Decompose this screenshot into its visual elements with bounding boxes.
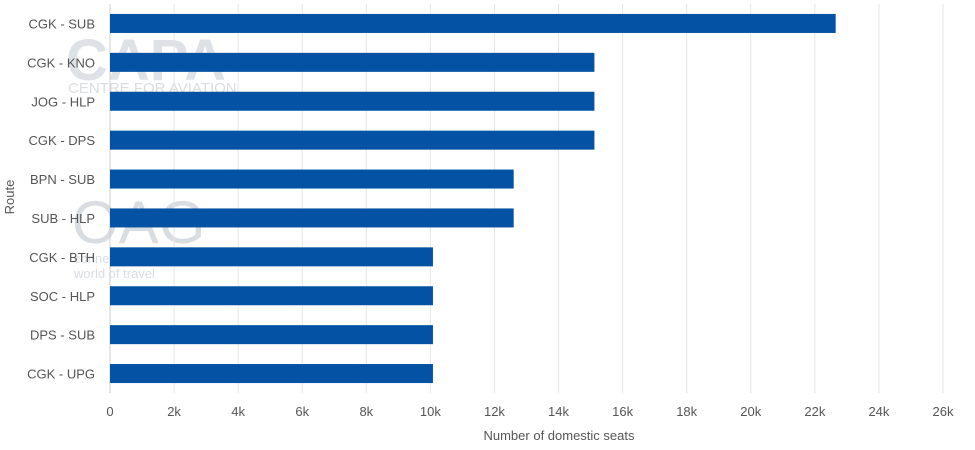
x-tick-label: 18k <box>676 404 697 419</box>
bar[interactable] <box>110 91 595 111</box>
x-tick-label: 16k <box>612 404 633 419</box>
x-axis: 0 2k 4k 6k 8k 10k 12k 14k 16k 18k 20k 22k 24k 26k <box>106 404 954 419</box>
bar[interactable] <box>110 286 433 306</box>
x-tick-label: 6k <box>295 404 309 419</box>
y-tick-label: SUB - HLP <box>31 211 95 226</box>
watermark-tagline-oag-b: world of travel <box>73 266 155 281</box>
y-tick-label: CGK - KNO <box>27 55 95 70</box>
bar[interactable] <box>110 247 433 267</box>
y-tick-label: JOG - HLP <box>31 94 95 109</box>
y-axis: CGK - SUB CGK - KNO JOG - HLP CGK - DPS BPN … <box>27 16 95 381</box>
x-tick-label: 2k <box>167 404 181 419</box>
x-tick-label: 20k <box>740 404 761 419</box>
y-tick-label: BPN - SUB <box>30 172 95 187</box>
bar[interactable] <box>110 169 514 189</box>
x-tick-label: 8k <box>359 404 373 419</box>
x-tick-label: 4k <box>231 404 245 419</box>
bar[interactable] <box>110 130 595 150</box>
y-tick-label: CGK - BTH <box>29 250 95 265</box>
x-tick-label: 14k <box>548 404 569 419</box>
x-tick-label: 26k <box>933 404 954 419</box>
bar[interactable] <box>110 325 433 345</box>
y-tick-label: CGK - UPG <box>27 367 95 382</box>
bar[interactable] <box>110 364 433 384</box>
x-axis-title: Number of domestic seats <box>483 428 635 443</box>
y-tick-label: CGK - DPS <box>29 133 96 148</box>
bar[interactable] <box>110 52 595 72</box>
y-tick-label: SOC - HLP <box>30 289 95 304</box>
bar[interactable] <box>110 208 514 228</box>
y-axis-title: Route <box>2 180 17 215</box>
y-tick-label: DPS - SUB <box>30 328 95 343</box>
x-tick-label: 10k <box>420 404 441 419</box>
bars <box>110 13 836 384</box>
x-tick-label: 24k <box>868 404 889 419</box>
y-tick-label: CGK - SUB <box>29 16 95 31</box>
bar[interactable] <box>110 13 836 33</box>
x-tick-label: 0 <box>106 404 113 419</box>
x-tick-label: 22k <box>804 404 825 419</box>
x-tick-label: 12k <box>484 404 505 419</box>
